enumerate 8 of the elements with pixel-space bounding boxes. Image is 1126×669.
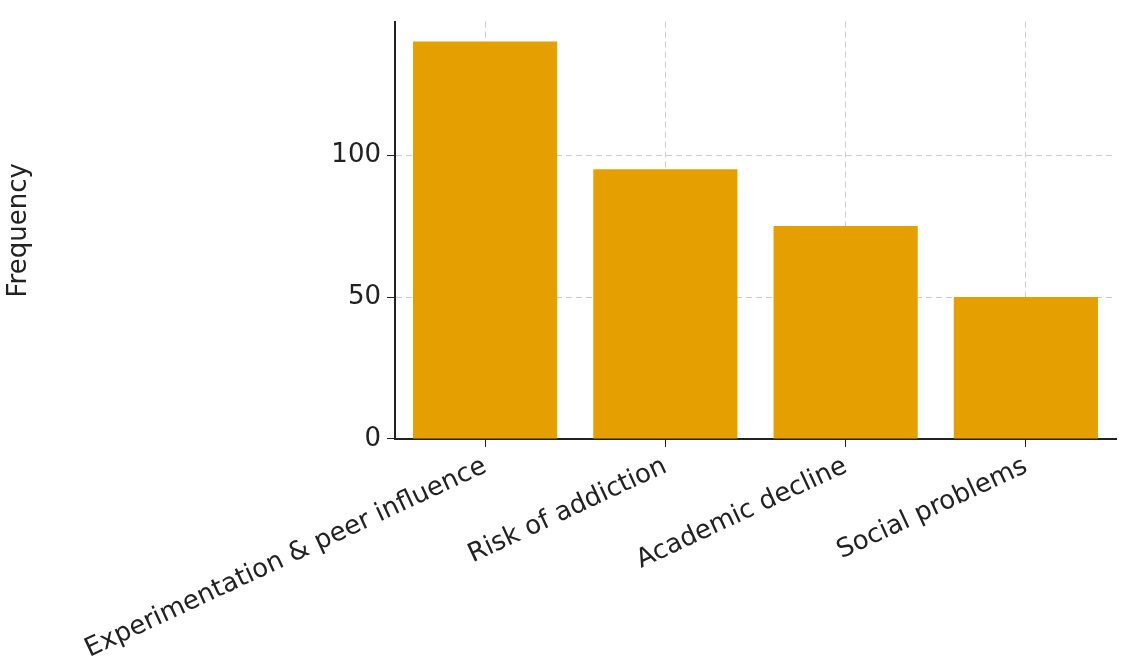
y-tick-label: 50 — [347, 279, 381, 310]
y-tick-label: 100 — [331, 137, 381, 168]
bar — [953, 297, 1098, 439]
y-axis-title: Frequency — [2, 163, 33, 298]
y-tick-label: 0 — [364, 421, 381, 452]
bar — [773, 226, 918, 439]
bar — [593, 169, 738, 439]
bar — [413, 41, 558, 439]
